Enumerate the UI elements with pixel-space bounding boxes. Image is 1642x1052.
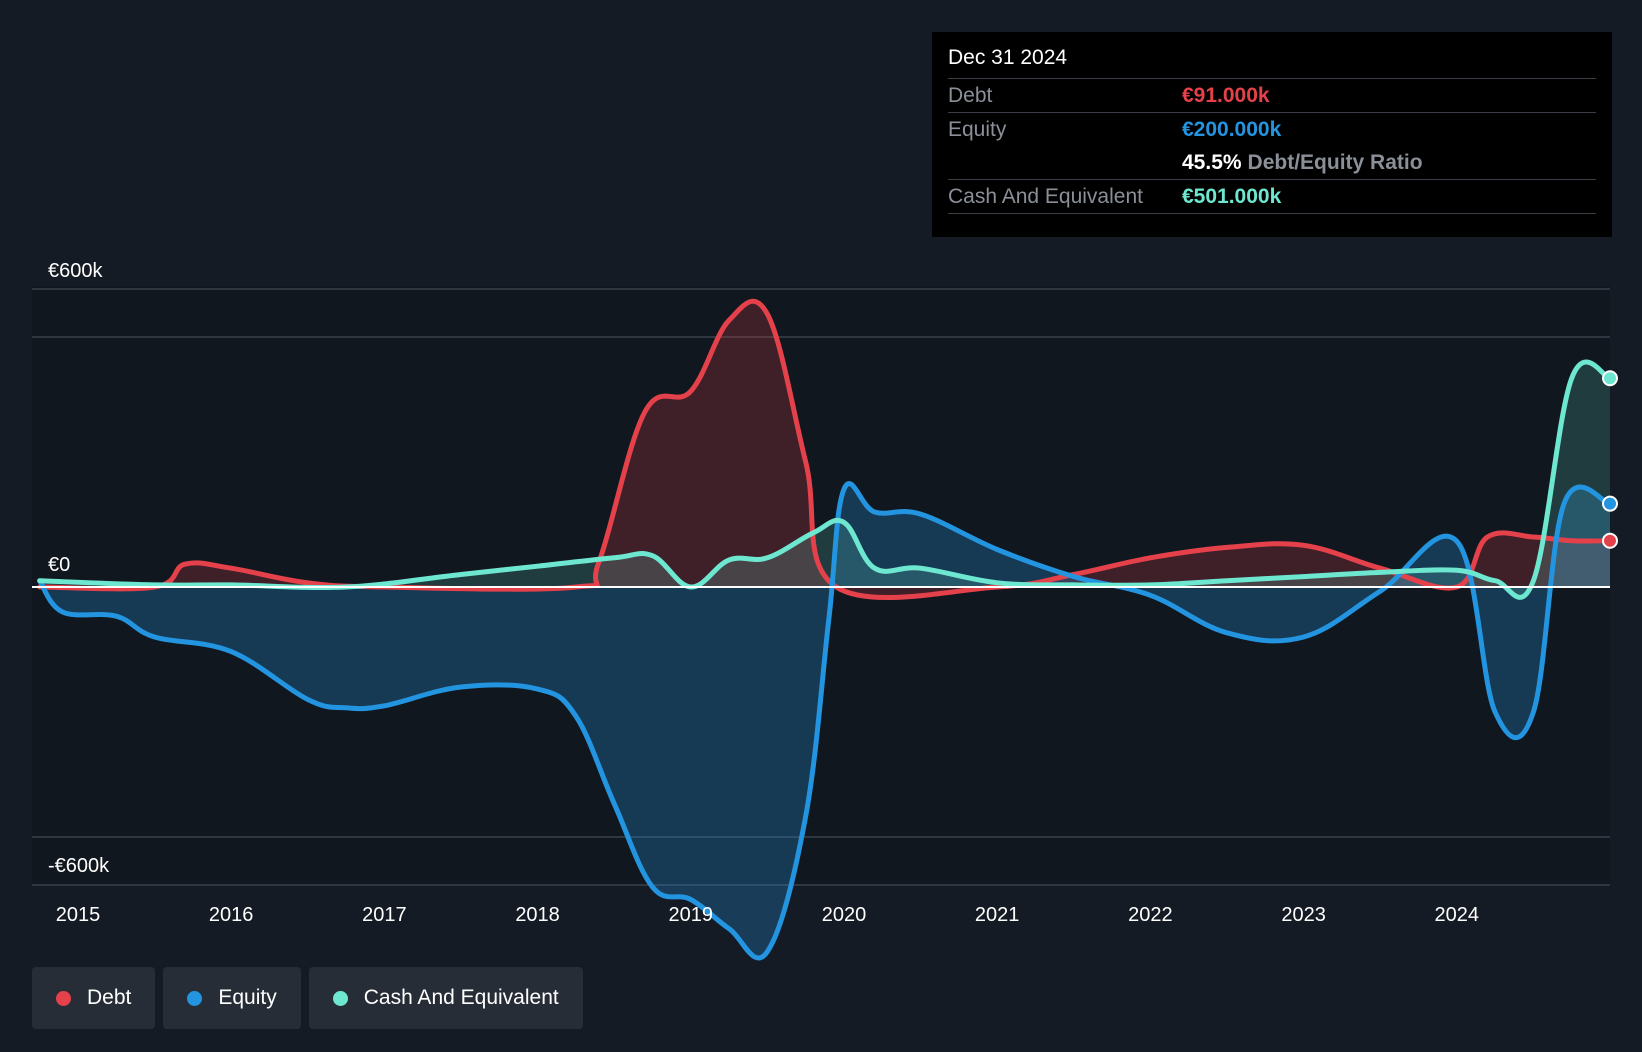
tooltip-equity-label: Equity <box>948 117 1007 141</box>
y-tick-label: -€600k <box>48 855 110 877</box>
y-tick-label: €600k <box>48 260 103 282</box>
legend-dot-debt <box>56 990 71 1006</box>
legend-item-debt[interactable]: Debt <box>32 967 156 1029</box>
x-tick-label: 2023 <box>1281 904 1326 926</box>
equity-end-marker <box>1602 495 1618 512</box>
x-tick-label: 2015 <box>56 904 101 926</box>
legend-item-cash[interactable]: Cash And Equivalent <box>308 967 583 1029</box>
debt-end-marker <box>1602 532 1618 549</box>
legend-label-equity: Equity <box>218 986 277 1009</box>
tooltip-row-equity: Equity €200.000k <box>948 112 1596 146</box>
tooltip-panel: Dec 31 2024 Debt €91.000k Equity €200.00… <box>932 32 1612 237</box>
legend-label-cash: Cash And Equivalent <box>363 986 559 1009</box>
x-tick-label: 2017 <box>362 904 407 926</box>
legend-label-debt: Debt <box>87 986 132 1009</box>
x-tick-label: 2019 <box>669 904 714 926</box>
x-tick-label: 2021 <box>975 904 1020 926</box>
x-tick-label: 2018 <box>515 904 560 926</box>
tooltip-cash-label: Cash And Equivalent <box>948 184 1143 208</box>
tooltip-cash-value: €501.000k <box>1182 184 1282 208</box>
x-tick-label: 2020 <box>822 904 867 926</box>
tooltip-equity-value: €200.000k <box>1182 117 1282 141</box>
tooltip-debt-value: €91.000k <box>1182 83 1270 107</box>
tooltip-row-ratio: 45.5% Debt/Equity Ratio <box>948 146 1596 179</box>
legend-dot-equity <box>187 990 203 1006</box>
x-tick-label: 2024 <box>1435 904 1480 926</box>
y-tick-label: €0 <box>48 554 70 576</box>
series-lines <box>32 298 1613 961</box>
y-tick-labels: €600k €0 -€600k <box>48 260 110 877</box>
legend-item-equity[interactable]: Equity <box>163 967 301 1029</box>
tooltip-date: Dec 31 2024 <box>948 46 1068 69</box>
cash-and-equivalent-area <box>39 362 1611 598</box>
series-areas <box>39 301 1611 958</box>
legend-dot-cash <box>332 990 348 1006</box>
equity-line <box>37 481 1613 961</box>
tooltip-row-cash: Cash And Equivalent €501.000k <box>948 179 1596 214</box>
tooltip-row-debt: Debt €91.000k <box>948 78 1596 112</box>
cash-and-equivalent-line <box>37 359 1613 600</box>
tooltip-ratio-label: Debt/Equity Ratio <box>1247 150 1423 174</box>
equity-area <box>39 483 1611 958</box>
cash-and-equivalent-end-marker <box>1602 370 1618 387</box>
tooltip-debt-label: Debt <box>948 83 993 107</box>
x-tick-labels: 2015 2016 2017 2018 2019 2020 2021 2022 2023 2024 <box>56 904 1479 926</box>
tooltip-ratio-value: 45.5% <box>1182 150 1242 174</box>
x-tick-label: 2022 <box>1128 904 1173 926</box>
x-tick-label: 2016 <box>209 904 254 926</box>
series-end-markers <box>1602 370 1618 549</box>
chart-legend: Debt Equity Cash And Equivalent <box>32 967 583 1029</box>
grid-lines <box>32 288 1610 886</box>
debt-area <box>39 301 1611 598</box>
